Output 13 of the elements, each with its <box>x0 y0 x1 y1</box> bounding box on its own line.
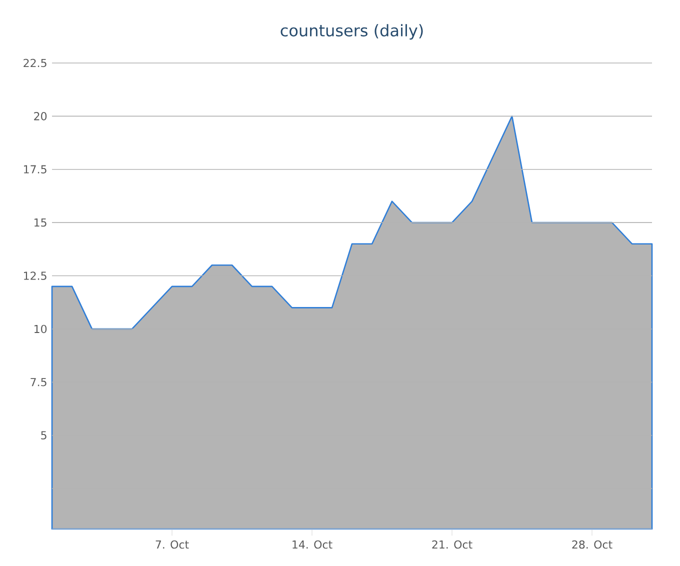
y-tick-label: 7.5 <box>30 378 46 386</box>
y-tick-label: 17.5 <box>24 165 46 174</box>
x-tick-label: 28. Oct <box>572 540 612 549</box>
x-tick-label: 14. Oct <box>292 540 332 549</box>
x-tick-label: 21. Oct <box>432 540 472 549</box>
y-tick-label: 22.5 <box>24 58 46 68</box>
y-tick-label: 20 <box>34 112 47 120</box>
x-tick-label: 7. Oct <box>156 540 189 549</box>
y-tick-label: 5 <box>41 431 46 440</box>
y-tick-label: 15 <box>34 218 46 227</box>
chart-title: countusers (daily) <box>280 24 423 40</box>
y-tick-label: 10 <box>34 324 47 334</box>
y-tick-label: 12.5 <box>24 272 46 280</box>
